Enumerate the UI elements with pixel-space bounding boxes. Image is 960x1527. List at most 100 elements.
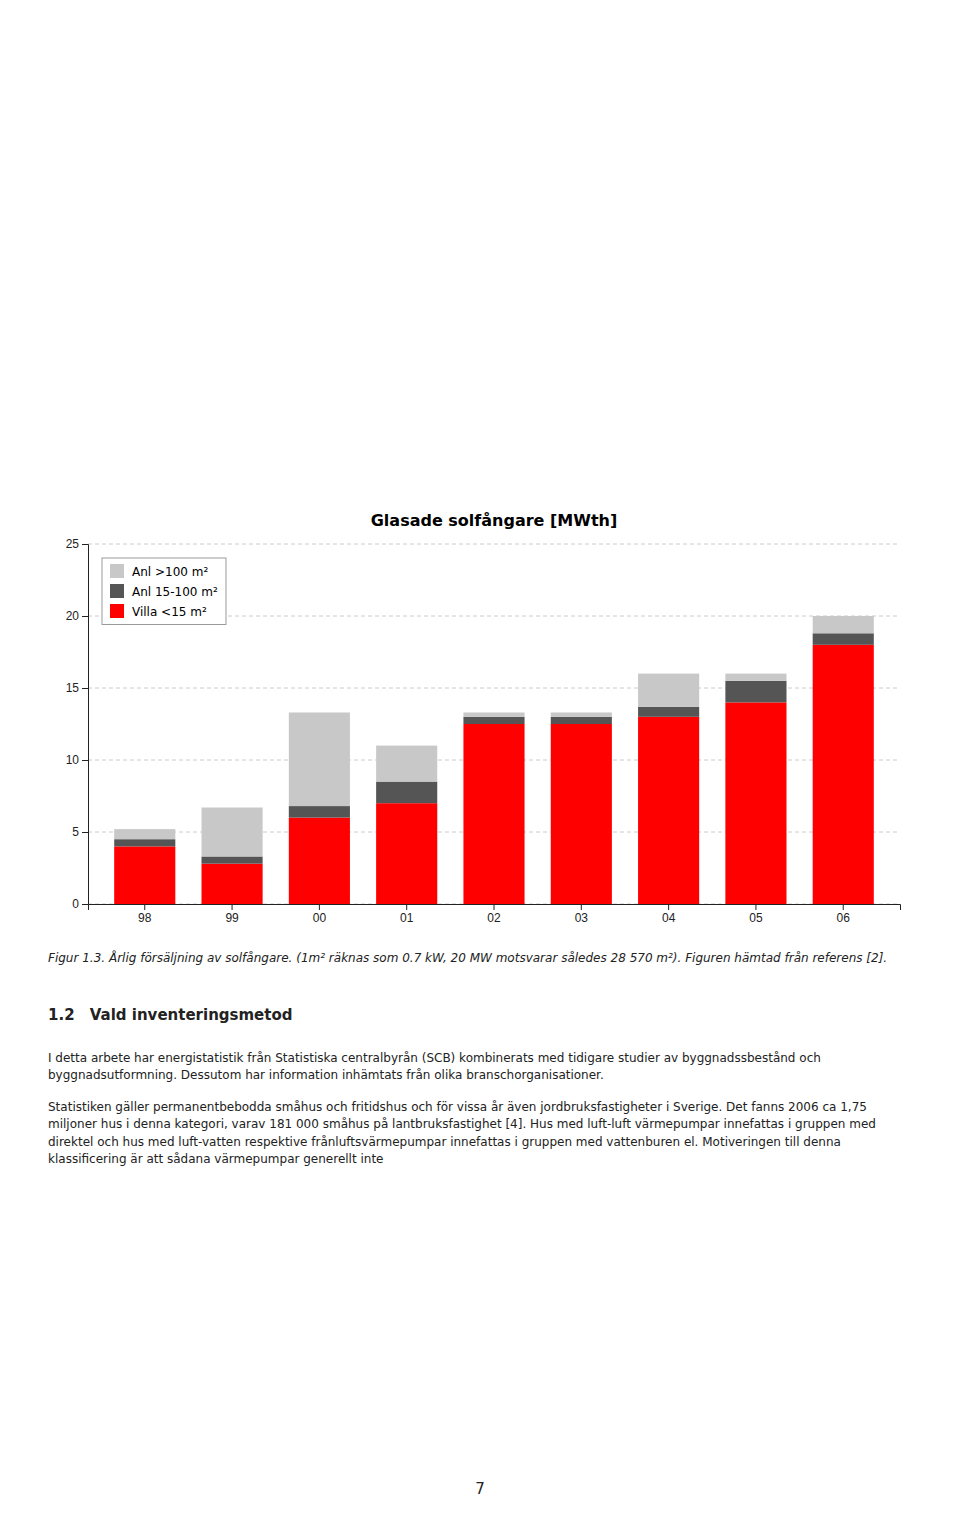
x-tick-label: 02 — [487, 911, 501, 925]
bar — [813, 645, 874, 904]
x-tick-label: 00 — [313, 911, 327, 925]
x-axis-line — [89, 905, 901, 911]
bar-series — [114, 633, 874, 863]
section-heading: 1.2 Vald inventeringsmetod — [48, 1005, 912, 1027]
x-tick: 02 — [487, 904, 501, 925]
y-tick-mark — [82, 904, 88, 905]
x-tick-label: 99 — [225, 911, 239, 925]
plot: 9899000102030405060510152025Anl >100 m²A… — [66, 537, 901, 924]
figure-caption: Figur 1.3. Årlig försäljning av solfånga… — [48, 950, 912, 967]
y-tick-mark — [82, 688, 88, 689]
bar — [202, 864, 263, 904]
x-tick-mark — [755, 904, 756, 910]
y-tick-label: 20 — [66, 609, 80, 623]
bar — [202, 808, 263, 857]
y-tick-label: 10 — [66, 753, 80, 767]
bar — [114, 829, 175, 839]
bar — [376, 803, 437, 904]
y-tick: 25 — [66, 537, 88, 551]
paragraph: Statistiken gäller permanentbebodda småh… — [48, 1099, 912, 1169]
bar — [114, 846, 175, 904]
y-tick-label: 15 — [66, 681, 80, 695]
grid-line — [88, 544, 900, 545]
legend-item: Anl >100 m² — [110, 564, 208, 579]
y-tick: 0 — [72, 897, 88, 911]
y-tick-label: 25 — [66, 537, 80, 551]
y-tick-label: 5 — [72, 825, 79, 839]
x-tick: 05 — [749, 904, 763, 925]
bar — [463, 717, 524, 724]
y-tick-mark — [82, 616, 88, 617]
legend-item: Anl 15-100 m² — [110, 584, 218, 599]
bar — [551, 712, 612, 716]
x-tick: 00 — [313, 904, 327, 925]
x-tick: 01 — [400, 904, 414, 925]
bar — [551, 724, 612, 904]
chart-title: Glasade solfångare [MWth] — [371, 511, 618, 530]
x-tick-mark — [494, 904, 495, 910]
x-tick-label: 05 — [749, 911, 763, 925]
x-tick-mark — [232, 904, 233, 910]
bar — [289, 818, 350, 904]
legend: Anl >100 m² Anl 15-100 m² Villa <15 m² — [102, 558, 226, 625]
y-tick-mark — [82, 544, 88, 545]
x-tick-mark — [843, 904, 844, 910]
grid — [88, 544, 900, 904]
y-tick: 10 — [66, 753, 88, 767]
paragraph: I detta arbete har energistatistik från … — [48, 1050, 912, 1085]
x-tick-mark — [319, 904, 320, 910]
bar — [289, 806, 350, 818]
bar — [114, 839, 175, 846]
x-tick-mark — [144, 904, 145, 910]
bar — [463, 712, 524, 716]
bar — [638, 707, 699, 717]
bar — [638, 717, 699, 904]
bar-series — [114, 645, 874, 904]
bar — [202, 856, 263, 863]
x-tick-mark — [581, 904, 582, 910]
y-tick-mark — [82, 832, 88, 833]
legend-label: Anl 15-100 m² — [132, 585, 218, 599]
bar — [725, 674, 786, 681]
page-number: 7 — [0, 1480, 960, 1498]
y-tick-label: 0 — [72, 897, 79, 911]
legend-swatch — [110, 584, 124, 598]
legend-swatch — [110, 604, 124, 618]
legend-item: Villa <15 m² — [110, 604, 207, 619]
x-tick: 03 — [575, 904, 589, 925]
bar — [725, 702, 786, 904]
x-tick: 99 — [225, 904, 239, 925]
bar — [638, 674, 699, 707]
bar — [289, 712, 350, 806]
x-tick: 04 — [662, 904, 676, 925]
y-tick: 15 — [66, 681, 88, 695]
x-tick-mark — [668, 904, 669, 910]
legend-swatch — [110, 564, 124, 578]
bar — [376, 746, 437, 782]
bars — [114, 616, 874, 904]
legend-label: Villa <15 m² — [132, 605, 207, 619]
y-tick: 20 — [66, 609, 88, 623]
bar — [813, 616, 874, 633]
x-tick-label: 06 — [837, 911, 851, 925]
bar — [376, 782, 437, 804]
chart: 9899000102030405060510152025Anl >100 m²A… — [40, 500, 920, 940]
bar-series — [114, 616, 874, 856]
y-tick-mark — [82, 760, 88, 761]
bar — [551, 717, 612, 724]
bar — [725, 681, 786, 703]
y-tick: 5 — [72, 825, 88, 839]
bar — [813, 633, 874, 645]
y-axis-line — [82, 545, 89, 905]
y-axis: 0 5 10 15 20 25 — [66, 537, 89, 911]
x-axis: 98 99 00 01 02 03 04 05 06 — [89, 904, 901, 925]
legend-label: Anl >100 m² — [132, 565, 208, 579]
x-tick-label: 03 — [575, 911, 589, 925]
legend-box — [102, 558, 226, 625]
x-tick: 06 — [837, 904, 851, 925]
x-tick-mark — [406, 904, 407, 910]
x-tick: 98 — [138, 904, 152, 925]
bar — [463, 724, 524, 904]
x-tick-label: 04 — [662, 911, 676, 925]
x-tick-label: 01 — [400, 911, 414, 925]
